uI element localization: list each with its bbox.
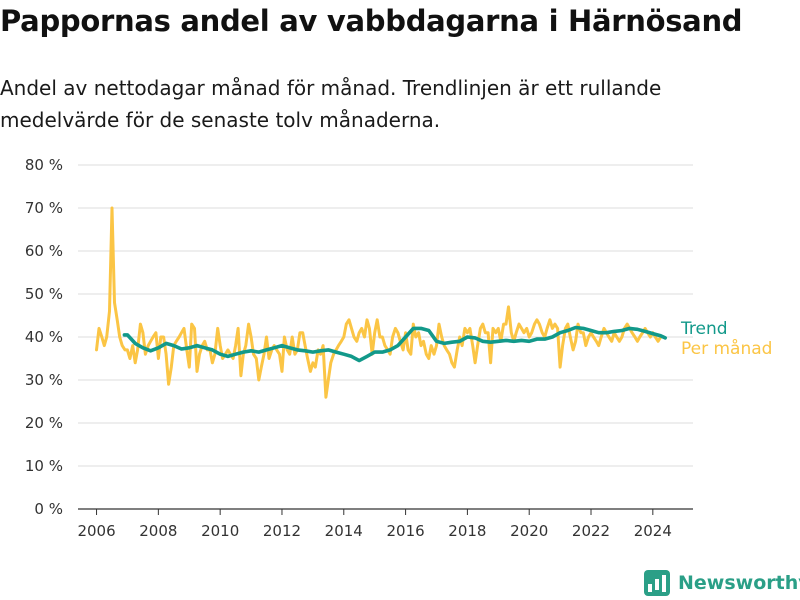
- x-tick-label: 2008: [139, 522, 177, 540]
- y-tick-label: 80 %: [25, 156, 63, 174]
- y-axis: 0 % 10 % 20 % 30 % 40 % 50 % 60 % 70 % 80 %: [25, 156, 63, 518]
- y-tick-label: 30 %: [25, 371, 63, 389]
- series-label-per-manad: Per månad: [681, 338, 772, 359]
- brand-logo: Newsworthy: [644, 566, 800, 600]
- y-tick-label: 50 %: [25, 285, 63, 303]
- series-line-per-manad: [95, 206, 665, 399]
- x-tick-label: 2016: [386, 522, 424, 540]
- chart-title: Pappornas andel av vabbdagarna i Härnösa…: [0, 4, 743, 38]
- series-lines: [95, 206, 668, 399]
- y-tick-label: 10 %: [25, 457, 63, 475]
- x-tick-label: 2020: [510, 522, 548, 540]
- series-label-trend: Trend: [680, 319, 728, 339]
- x-tick-label: 2018: [448, 522, 486, 540]
- x-tick-label: 2014: [325, 522, 363, 540]
- x-tick-label: 2024: [634, 522, 672, 540]
- y-tick-label: 70 %: [25, 199, 63, 217]
- x-tick-label: 2022: [572, 522, 610, 540]
- y-tick-label: 40 %: [25, 328, 63, 346]
- grid: [78, 164, 693, 510]
- series-line-trend: [122, 325, 668, 363]
- newsworthy-icon: [644, 570, 670, 596]
- x-axis: 2006 2008 2010 2012 2014 2016 2018 2020 2022 2024: [77, 509, 672, 540]
- x-tick-label: 2012: [263, 522, 301, 540]
- y-tick-label: 20 %: [25, 414, 63, 432]
- y-tick-label: 60 %: [25, 242, 63, 260]
- brand-name: Newsworthy: [678, 572, 800, 594]
- chart-subtitle: Andel av nettodagar månad för månad. Tre…: [0, 76, 662, 132]
- x-tick-label: 2006: [77, 522, 115, 540]
- x-tick-label: 2010: [201, 522, 239, 540]
- y-tick-label: 0 %: [34, 500, 63, 518]
